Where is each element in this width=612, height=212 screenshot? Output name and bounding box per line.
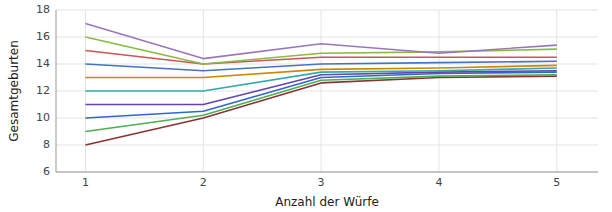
y-tick-label: 6 — [43, 165, 50, 178]
x-tick-label: 2 — [200, 176, 207, 189]
series-line — [85, 76, 556, 145]
y-tick-label: 10 — [36, 111, 50, 124]
series-line — [85, 72, 556, 118]
series-line — [85, 75, 556, 132]
x-tick-label: 3 — [318, 176, 325, 189]
y-tick-label: 18 — [36, 3, 50, 16]
x-tick-label: 4 — [435, 176, 442, 189]
series-line — [85, 68, 556, 91]
y-grid-line — [56, 172, 598, 173]
y-grid-line — [56, 37, 598, 38]
axes: 68101214161812345 — [36, 3, 598, 189]
y-grid-line — [56, 118, 598, 119]
y-axis-label: Gesamtgeburten — [7, 40, 21, 142]
x-tick-label: 1 — [82, 176, 89, 189]
y-grid-line — [56, 145, 598, 146]
series-line — [85, 61, 556, 70]
y-axis-line — [56, 10, 57, 172]
x-tick-label: 5 — [553, 176, 560, 189]
y-grid-line — [56, 10, 598, 11]
y-tick-label: 14 — [36, 57, 50, 70]
x-axis-label: Anzahl der Würfe — [275, 195, 379, 209]
series-line — [85, 65, 556, 77]
grid — [56, 10, 598, 172]
x-axis-line — [56, 172, 598, 173]
series-line — [85, 71, 556, 105]
series-line — [85, 24, 556, 59]
y-tick-label: 12 — [36, 84, 50, 97]
x-grid-line — [438, 10, 439, 172]
chart: 68101214161812345Anzahl der WürfeGesamtg… — [0, 0, 612, 212]
y-tick-label: 16 — [36, 30, 50, 43]
y-tick-label: 8 — [43, 138, 50, 151]
lines — [85, 24, 556, 146]
x-grid-line — [321, 10, 322, 172]
x-grid-line — [556, 10, 557, 172]
